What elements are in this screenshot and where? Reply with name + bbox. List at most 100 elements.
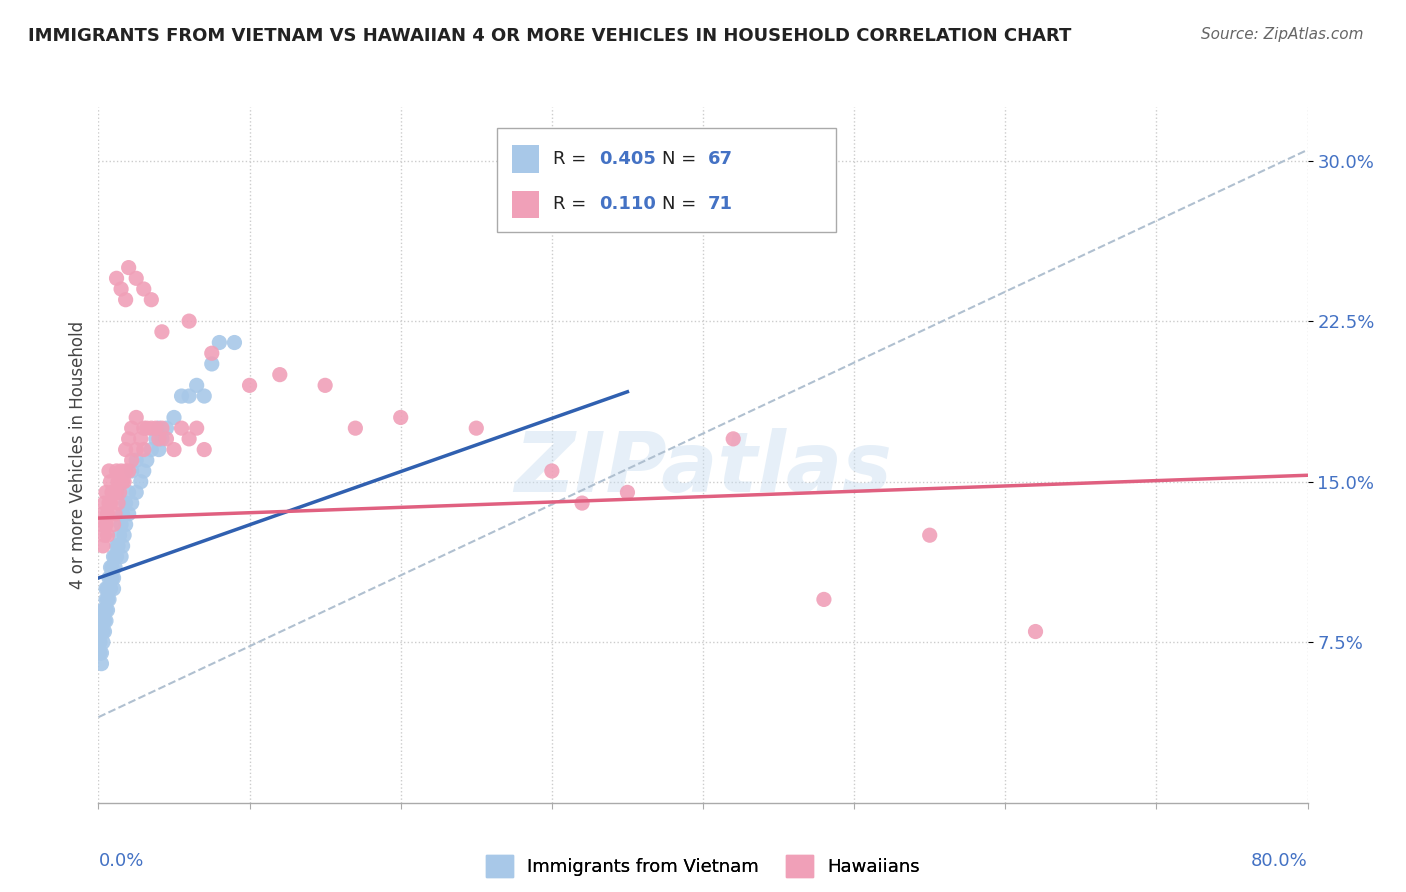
Point xyxy=(105,271,128,285)
Point xyxy=(101,485,124,500)
Point xyxy=(110,517,132,532)
Point xyxy=(208,335,231,350)
Point xyxy=(239,378,262,392)
Point xyxy=(118,464,141,478)
Text: N =: N = xyxy=(662,195,702,213)
Point xyxy=(125,453,148,467)
Point xyxy=(170,389,193,403)
Point xyxy=(90,624,112,639)
Text: 0.405: 0.405 xyxy=(599,150,655,169)
Point xyxy=(104,549,127,564)
Text: IMMIGRANTS FROM VIETNAM VS HAWAIIAN 4 OR MORE VEHICLES IN HOUSEHOLD CORRELATION : IMMIGRANTS FROM VIETNAM VS HAWAIIAN 4 OR… xyxy=(28,27,1071,45)
Point xyxy=(107,496,129,510)
Point xyxy=(98,571,121,585)
Point xyxy=(132,464,155,478)
Point xyxy=(108,528,131,542)
Point xyxy=(145,421,167,435)
Point xyxy=(121,453,143,467)
Point xyxy=(616,485,638,500)
Point xyxy=(1024,624,1046,639)
Point xyxy=(100,475,122,489)
Point xyxy=(141,293,163,307)
Point xyxy=(96,507,118,521)
Bar xyxy=(512,145,538,173)
Point xyxy=(100,571,122,585)
Point xyxy=(103,485,125,500)
Point xyxy=(93,603,115,617)
Point xyxy=(94,485,117,500)
Point xyxy=(125,442,148,457)
Point xyxy=(125,410,148,425)
Point xyxy=(89,635,111,649)
FancyBboxPatch shape xyxy=(498,128,837,232)
Point xyxy=(163,410,186,425)
Point xyxy=(111,539,134,553)
Point xyxy=(91,603,114,617)
Point xyxy=(105,539,128,553)
Point xyxy=(93,496,115,510)
Point xyxy=(121,464,143,478)
Point xyxy=(177,389,201,403)
Point xyxy=(118,485,141,500)
Point xyxy=(94,517,117,532)
Point xyxy=(96,528,118,542)
Point xyxy=(93,528,115,542)
Point xyxy=(314,378,336,392)
Point xyxy=(201,346,224,360)
Point xyxy=(132,442,155,457)
Point xyxy=(135,421,157,435)
Point xyxy=(96,603,118,617)
Point xyxy=(148,442,170,457)
Point xyxy=(155,432,177,446)
Point xyxy=(150,432,173,446)
Point xyxy=(118,260,141,275)
Point xyxy=(90,614,112,628)
Point xyxy=(155,421,177,435)
Point xyxy=(721,432,744,446)
Point xyxy=(141,421,163,435)
Text: 71: 71 xyxy=(707,195,733,213)
Point xyxy=(163,442,186,457)
Point xyxy=(201,357,224,371)
Point xyxy=(107,539,129,553)
Point xyxy=(132,421,155,435)
Point xyxy=(121,421,143,435)
Text: Source: ZipAtlas.com: Source: ZipAtlas.com xyxy=(1201,27,1364,42)
Point xyxy=(129,475,152,489)
Point xyxy=(170,421,193,435)
Point xyxy=(107,475,129,489)
Point xyxy=(132,282,155,296)
Point xyxy=(96,592,118,607)
Point xyxy=(93,614,115,628)
Point xyxy=(94,592,117,607)
Point xyxy=(90,657,112,671)
Point xyxy=(344,421,367,435)
Point xyxy=(100,496,122,510)
Point xyxy=(389,410,412,425)
Text: ZIPatlas: ZIPatlas xyxy=(515,428,891,509)
Point xyxy=(148,432,170,446)
Point xyxy=(540,464,562,478)
Point xyxy=(177,314,201,328)
Point xyxy=(125,271,148,285)
Point xyxy=(114,293,136,307)
Point xyxy=(103,549,125,564)
Point xyxy=(91,624,114,639)
Point xyxy=(186,421,208,435)
Point xyxy=(91,635,114,649)
Point xyxy=(89,646,111,660)
Point xyxy=(105,549,128,564)
Point xyxy=(111,475,134,489)
Point xyxy=(121,496,143,510)
Bar xyxy=(512,191,538,219)
Point xyxy=(145,432,167,446)
Point xyxy=(101,571,124,585)
Point xyxy=(224,335,246,350)
Point xyxy=(90,646,112,660)
Text: 0.110: 0.110 xyxy=(599,195,655,213)
Point xyxy=(98,464,121,478)
Point xyxy=(103,517,125,532)
Point xyxy=(465,421,488,435)
Point xyxy=(98,496,121,510)
Text: R =: R = xyxy=(553,150,592,169)
